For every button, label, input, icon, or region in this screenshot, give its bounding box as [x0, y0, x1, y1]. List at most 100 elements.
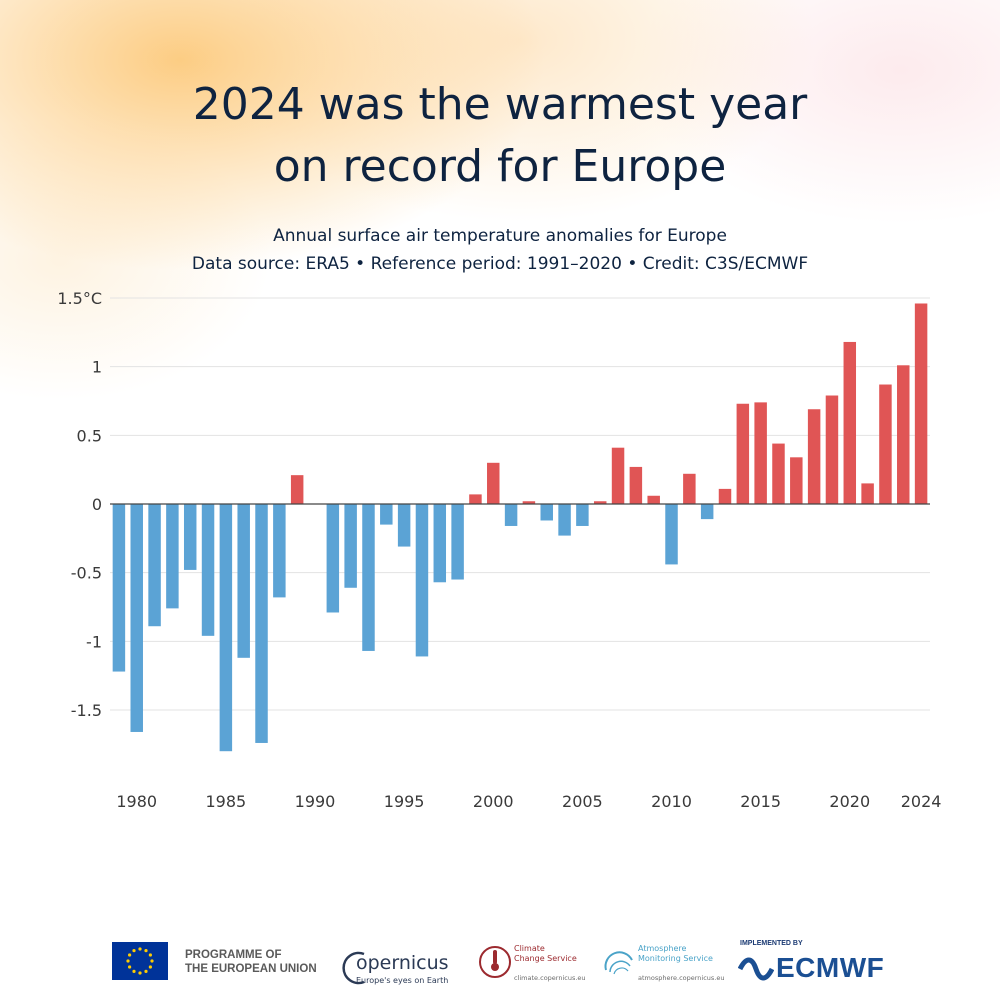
- x-tick-label: 2005: [562, 792, 603, 811]
- bar-2000: [487, 462, 500, 504]
- x-tick-label: 1980: [116, 792, 157, 811]
- ecmwf-logo: IMPLEMENTED BY ECMWF: [738, 938, 898, 990]
- programme-line-2: THE EUROPEAN UNION: [185, 963, 317, 975]
- eu-star: [148, 965, 152, 969]
- cams-line-1: Atmosphere: [638, 944, 687, 953]
- bar-1989: [290, 475, 304, 504]
- bars: [112, 303, 928, 752]
- y-tick-label: 0: [92, 495, 102, 514]
- bar-1998: [451, 504, 464, 580]
- eu-star: [128, 965, 132, 969]
- bar-1987: [255, 504, 268, 743]
- title-line-1: 2024 was the warmest year: [192, 79, 808, 130]
- eu-programme-label: PROGRAMME OF THE EUROPEAN UNION: [185, 948, 335, 976]
- bar-2008: [629, 466, 643, 504]
- y-tick-label: -1.5: [71, 701, 102, 720]
- subtitle-line-1: Annual surface air temperature anomalies…: [273, 226, 727, 246]
- bar-2015: [754, 402, 767, 504]
- ecmwf-wave-icon: [738, 957, 774, 981]
- bar-1993: [362, 504, 375, 651]
- bar-2022: [879, 384, 892, 504]
- bar-2016: [772, 443, 785, 504]
- bar-2002: [522, 501, 536, 504]
- bar-1984: [201, 504, 215, 636]
- x-tick-labels: 1980 1985 1990 1995 2000 2005 2010 2015 2020 2024: [116, 792, 941, 811]
- x-tick-label: 1995: [384, 792, 425, 811]
- bar-1983: [183, 504, 197, 570]
- atmosphere-globe-icon: [604, 951, 633, 975]
- bar-1992: [344, 504, 357, 588]
- eu-star: [132, 949, 136, 953]
- bar-1997: [433, 504, 447, 583]
- bar-1981: [148, 504, 161, 627]
- bar-1986: [237, 504, 250, 658]
- bar-2013: [718, 488, 732, 504]
- eu-star: [148, 953, 152, 957]
- c3s-line-1: Climate: [514, 944, 545, 953]
- eu-star: [138, 947, 142, 951]
- bar-1995: [397, 504, 411, 547]
- bar-2012: [700, 504, 714, 520]
- copernicus-tagline: Europe's eyes on Earth: [356, 976, 449, 985]
- eu-star: [144, 969, 148, 973]
- bar-2006: [593, 501, 607, 504]
- bar-1991: [326, 504, 340, 613]
- chart-subtitle: Annual surface air temperature anomalies…: [0, 222, 1000, 278]
- cams-name: Atmosphere Monitoring Service: [638, 944, 713, 964]
- eu-star: [128, 953, 132, 957]
- bar-2007: [611, 447, 625, 504]
- temperature-anomaly-bar-chart: 1.5°C 1 0.5 0 -0.5 -1 -1.5 1980 1985 1990 1995 200…: [57, 289, 941, 811]
- subtitle-line-2: Data source: ERA5 • Reference period: 19…: [191, 254, 809, 274]
- bar-1979: [112, 504, 126, 672]
- bar-2023: [897, 365, 910, 504]
- ecmwf-implemented-by: IMPLEMENTED BY: [740, 940, 803, 947]
- x-tick-label: 2000: [473, 792, 514, 811]
- eu-flag-icon: [112, 942, 168, 980]
- bar-1982: [166, 504, 179, 609]
- eu-star: [144, 949, 148, 953]
- bar-2018: [807, 409, 821, 504]
- y-tick-label: 1: [92, 358, 102, 377]
- bar-1994: [380, 504, 393, 525]
- y-tick-label: -1: [86, 632, 102, 651]
- bar-1996: [415, 504, 429, 657]
- copernicus-name: opernicus: [356, 952, 449, 974]
- bar-2003: [540, 504, 553, 521]
- y-tick-label: 1.5°C: [57, 289, 102, 308]
- x-tick-label: 2024: [901, 792, 942, 811]
- x-tick-label: 2010: [651, 792, 692, 811]
- eu-star: [138, 971, 142, 975]
- programme-line-1: PROGRAMME OF: [185, 949, 282, 961]
- c3s-logo: Climate Change Service climate.copernicu…: [478, 938, 598, 990]
- bar-2024: [914, 303, 928, 504]
- footer-logos: PROGRAMME OF THE EUROPEAN UNION opernicu…: [0, 930, 1000, 990]
- x-tick-label: 2015: [740, 792, 781, 811]
- bar-2010: [665, 504, 678, 565]
- y-tick-labels: 1.5°C 1 0.5 0 -0.5 -1 -1.5: [57, 289, 102, 720]
- bar-2005: [576, 504, 589, 526]
- title-line-2: on record for Europe: [273, 141, 727, 192]
- bar-1999: [469, 494, 482, 504]
- bar-2014: [736, 403, 750, 504]
- x-tick-label: 1985: [206, 792, 247, 811]
- bar-2017: [790, 457, 803, 504]
- cams-line-2: Monitoring Service: [638, 954, 713, 963]
- bar-1985: [219, 504, 233, 752]
- eu-star: [132, 969, 136, 973]
- bar-1980: [130, 504, 143, 732]
- page-title: 2024 was the warmest year on record for …: [0, 74, 1000, 198]
- eu-star: [150, 959, 154, 963]
- y-tick-label: 0.5: [77, 426, 102, 445]
- bar-2021: [861, 483, 874, 504]
- y-tick-label: -0.5: [71, 564, 102, 583]
- c3s-url: climate.copernicus.eu: [514, 974, 586, 982]
- cams-url: atmosphere.copernicus.eu: [638, 974, 725, 982]
- bar-2009: [647, 495, 660, 504]
- bar-2020: [843, 341, 857, 504]
- thermometer-globe-icon: [479, 946, 511, 978]
- bar-2011: [683, 473, 696, 504]
- copernicus-logo: opernicus Europe's eyes on Earth: [340, 938, 460, 990]
- bar-2001: [504, 504, 518, 526]
- cams-logo: Atmosphere Monitoring Service atmosphere…: [602, 938, 732, 990]
- c3s-name: Climate Change Service: [514, 944, 577, 964]
